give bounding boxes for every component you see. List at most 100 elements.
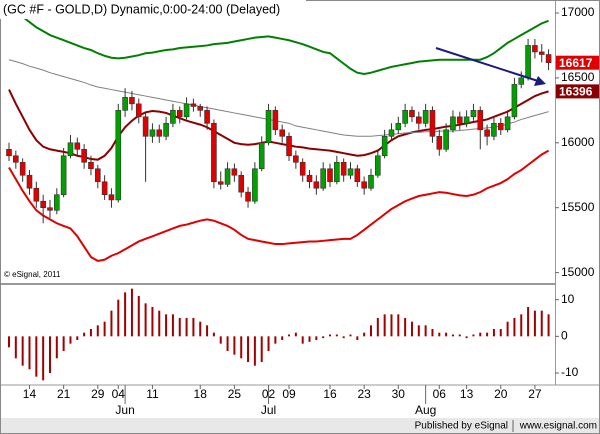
candle-body [258, 142, 265, 170]
candle-body [402, 110, 408, 124]
candle-body [293, 155, 299, 163]
x-tick-label: 20 [494, 387, 508, 401]
x-tick-label: 25 [228, 387, 242, 401]
y-tick-label: 17000 [561, 5, 595, 19]
histogram-bar [356, 336, 359, 340]
histogram-bar [479, 332, 482, 337]
histogram-bar [547, 314, 550, 337]
histogram-bar [492, 329, 495, 337]
candle-body [354, 168, 361, 183]
histogram-bar [69, 336, 72, 344]
candle-body [443, 129, 449, 150]
title-bg [0, 0, 306, 19]
x-tick-label: 14 [23, 387, 37, 401]
histogram-bar [103, 321, 106, 337]
histogram-bar [21, 336, 24, 366]
candle-body [33, 187, 40, 202]
footer-bar [0, 418, 600, 434]
candle-body [497, 123, 504, 131]
indicator-line [8, 6, 549, 76]
candle-body [81, 148, 87, 163]
candle-body [122, 97, 128, 111]
indicator-line [8, 89, 549, 161]
candle-body [197, 106, 204, 111]
candle-body [340, 161, 347, 176]
x-tick-label: 06 [433, 387, 447, 401]
histogram-bar [233, 336, 236, 355]
candle-body [60, 155, 67, 196]
histogram-bar [274, 336, 277, 344]
histogram-bar [219, 336, 222, 344]
histogram-bar [335, 334, 338, 337]
histogram-bar [165, 314, 168, 337]
candle-body [436, 136, 443, 150]
histogram-bar [349, 334, 352, 337]
x-tick-label: 04 [112, 387, 126, 401]
histogram-bar [342, 336, 345, 339]
histogram-bar [28, 336, 31, 370]
histogram-bar [110, 310, 113, 337]
candle-body [47, 207, 53, 211]
histogram-bar [465, 336, 468, 339]
arrow-head [534, 76, 546, 86]
y-tick-label: 15500 [561, 200, 595, 214]
x-tick-label: 16 [323, 387, 337, 401]
candle-body [484, 129, 490, 137]
histogram-bar [62, 336, 65, 351]
histogram-bar [281, 336, 284, 340]
x-tick-label: 27 [528, 387, 542, 401]
footer-text: Published by eSignal [415, 421, 508, 432]
histogram-bar [513, 318, 516, 337]
candle-body [511, 84, 518, 118]
histogram-bar [294, 332, 297, 337]
candle-body [381, 136, 388, 157]
candle-body [129, 97, 135, 105]
indicator-line [8, 149, 550, 262]
histogram-bar [322, 336, 325, 339]
y-tick-label: 16000 [561, 135, 595, 149]
candle-body [375, 155, 381, 176]
candle-body [532, 45, 538, 53]
candle-body [170, 110, 176, 124]
histogram-bar [14, 336, 17, 359]
candle-body [272, 110, 279, 131]
histogram-bar [472, 334, 475, 337]
histogram-bar [247, 336, 250, 362]
histogram-bar [117, 299, 120, 337]
candle-body [40, 200, 46, 209]
histogram-bar [451, 334, 454, 337]
candle-body [361, 181, 367, 189]
last-value-box [556, 55, 599, 70]
candle-body [19, 161, 26, 176]
histogram-bar [533, 310, 536, 337]
candle-body [13, 155, 19, 163]
candle-body [88, 161, 94, 170]
histogram-bar [240, 336, 243, 359]
histogram-bar [89, 329, 92, 337]
histogram-bar [404, 318, 407, 337]
histogram-bar [308, 336, 311, 342]
histogram-bar [458, 334, 461, 337]
candle-body [115, 110, 122, 201]
histogram-bar [267, 336, 270, 351]
histogram-bar [130, 288, 133, 337]
candle-body [463, 116, 470, 124]
histogram-bar [438, 332, 441, 337]
histogram-bar [83, 332, 86, 337]
histogram-bar [506, 321, 509, 337]
histogram-bar [199, 321, 202, 337]
candle-body [6, 148, 12, 157]
histogram-bar [212, 332, 215, 337]
candle-body [395, 123, 402, 131]
candle-body [163, 123, 169, 137]
candle-body [211, 123, 217, 183]
histogram-bar [171, 314, 174, 337]
histogram-bar [158, 310, 161, 337]
candle-body [245, 191, 251, 202]
histogram-bar [363, 332, 366, 337]
histogram-bar [42, 336, 45, 381]
candle-body [409, 110, 415, 118]
candle-body [504, 116, 511, 131]
candle-body [491, 123, 497, 137]
candle-body [422, 110, 429, 124]
